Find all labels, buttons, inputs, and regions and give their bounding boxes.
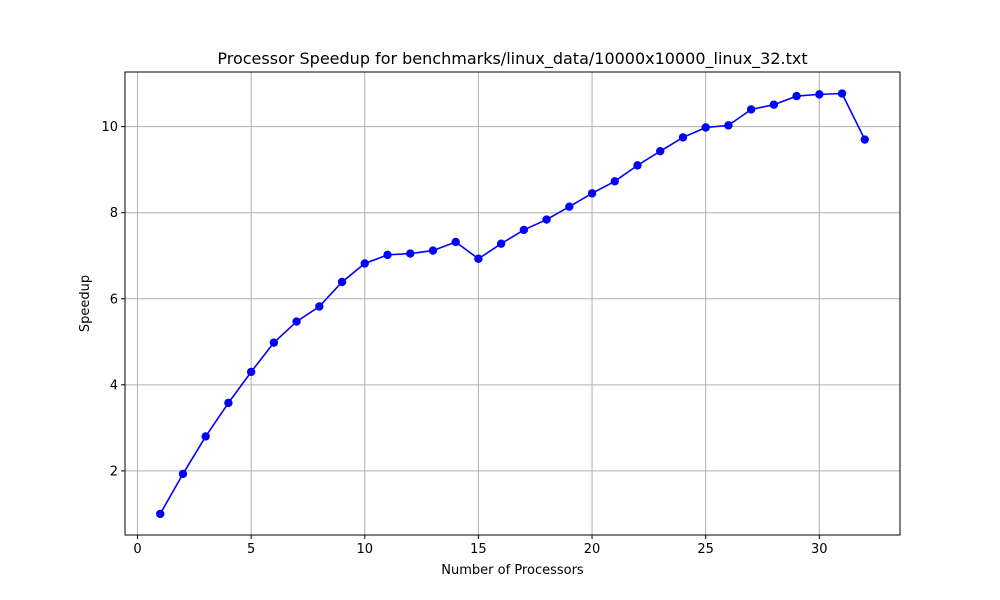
data-point	[837, 89, 847, 98]
series-line	[159, 92, 866, 515]
data-point	[474, 254, 483, 263]
series-speedup	[156, 89, 869, 519]
data-point	[610, 177, 619, 186]
y-tick-label: 4	[110, 378, 118, 393]
data-point	[496, 239, 506, 248]
y-tick-label: 6	[110, 292, 118, 307]
data-point	[724, 121, 733, 130]
data-point	[746, 105, 756, 114]
data-point	[383, 250, 392, 260]
data-point	[565, 202, 574, 211]
y-tick-label: 8	[110, 206, 118, 221]
data-point	[156, 509, 165, 519]
data-point	[519, 225, 529, 235]
grid-lines	[125, 72, 900, 535]
x-axis-label: Number of Processors	[441, 563, 584, 578]
x-tick-label: 30	[811, 542, 828, 557]
data-point	[246, 367, 256, 377]
x-tick-label: 0	[133, 542, 141, 557]
x-tick-label: 20	[584, 542, 601, 557]
y-axis-ticks: 2 4 6 8 10	[101, 120, 125, 479]
data-point	[337, 277, 347, 287]
x-tick-label: 5	[247, 542, 255, 557]
data-point	[860, 135, 869, 144]
data-point	[360, 259, 369, 268]
y-tick-label: 2	[110, 464, 118, 479]
data-point	[201, 432, 210, 441]
data-point	[769, 100, 779, 109]
x-axis-ticks: 0 5 10 15 20 25 30	[133, 535, 828, 557]
data-point	[587, 189, 597, 198]
data-point	[792, 91, 801, 101]
data-point	[678, 133, 688, 142]
plot-frame	[124, 71, 901, 536]
data-point	[406, 249, 415, 258]
data-point	[224, 398, 233, 408]
data-point	[633, 161, 642, 170]
x-tick-label: 10	[356, 542, 373, 557]
data-point	[451, 237, 460, 247]
data-point	[701, 123, 710, 132]
data-point	[542, 215, 551, 224]
data-point	[178, 469, 188, 479]
x-tick-label: 15	[470, 542, 487, 557]
data-point	[315, 302, 324, 311]
data-point	[292, 317, 301, 326]
data-point	[656, 146, 665, 156]
y-axis-label: Speedup	[78, 275, 93, 332]
chart-title: Processor Speedup for benchmarks/linux_d…	[217, 49, 807, 69]
data-point	[428, 246, 438, 255]
data-point	[815, 90, 824, 99]
x-tick-label: 25	[697, 542, 714, 557]
data-point	[269, 338, 279, 347]
y-tick-label: 10	[101, 120, 118, 135]
